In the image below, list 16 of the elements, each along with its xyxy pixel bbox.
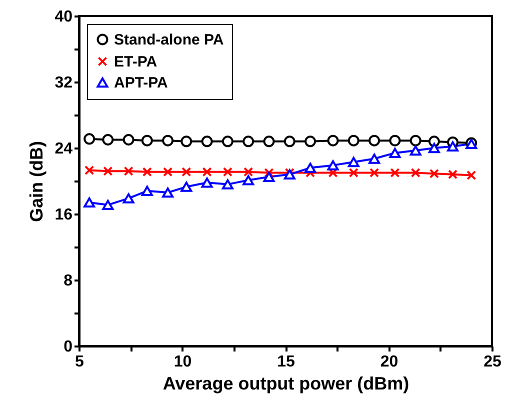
y-tick-label: 24 bbox=[54, 140, 73, 158]
x-axis-title: Average output power (dBm) bbox=[162, 374, 410, 394]
x-tick-label: 20 bbox=[380, 354, 398, 370]
y-axis-title: Gain (dB) bbox=[26, 141, 47, 222]
y-tick-label: 0 bbox=[64, 338, 73, 356]
legend-label: APT-PA bbox=[114, 74, 168, 92]
y-tick-label: 40 bbox=[54, 8, 73, 26]
y-tick-label: 16 bbox=[54, 206, 73, 224]
x-tick-label: 10 bbox=[174, 354, 192, 370]
y-tick-label: 32 bbox=[54, 74, 73, 92]
x-tick-label: 15 bbox=[277, 354, 295, 370]
x-tick-label: 25 bbox=[484, 354, 502, 370]
x-tick-label: 5 bbox=[75, 354, 84, 370]
y-tick-label: 8 bbox=[64, 272, 73, 290]
legend-label: Stand-alone PA bbox=[114, 32, 224, 48]
legend-label: ET-PA bbox=[114, 54, 158, 70]
